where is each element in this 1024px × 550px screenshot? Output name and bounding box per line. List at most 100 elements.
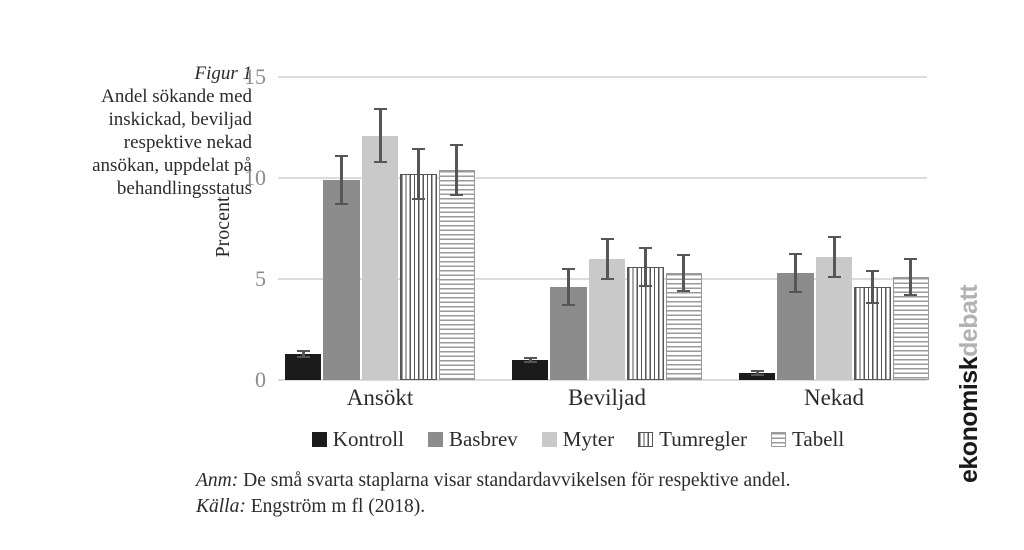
- errorbar-cap-top-myter-nekad: [827, 235, 841, 238]
- errorbar-tabell-nekad: [909, 258, 913, 296]
- bar-cell-myter-beviljad: [588, 77, 626, 380]
- ytick-label-5: 5: [255, 266, 266, 291]
- errorbar-cap-top-basbrev-ans-kt: [335, 154, 349, 157]
- brand-ekonomisk: ekonomisk: [955, 356, 983, 483]
- errorbar-cap-top-tumregler-beviljad: [638, 246, 652, 249]
- brand-debatt: debatt: [955, 284, 983, 357]
- errorbar-kontroll-nekad: [755, 370, 759, 375]
- legend-label-basbrev: Basbrev: [448, 427, 518, 451]
- journal-brand: ekonomiskdebatt: [955, 285, 984, 483]
- errorbar-cap-bottom-basbrev-nekad: [789, 291, 803, 294]
- caption-line: ansökan, uppdelat på: [92, 155, 252, 176]
- bar-cell-tabell-beviljad: [665, 77, 703, 380]
- legend-swatch-tabell: [771, 432, 787, 447]
- errorbar-basbrev-ans-kt: [340, 155, 344, 205]
- gridline-y0: [278, 379, 927, 381]
- errorbar-tabell-ans-kt: [455, 144, 459, 196]
- bar-tabell-ans-kt: [438, 169, 476, 380]
- errorbar-cap-top-kontroll-ans-kt: [296, 349, 310, 352]
- errorbar-cap-bottom-myter-beviljad: [600, 278, 614, 280]
- errorbar-cap-top-basbrev-beviljad: [562, 267, 576, 270]
- errorbar-kontroll-ans-kt: [301, 350, 305, 357]
- bar-cell-tumregler-ans-kt: [400, 77, 437, 380]
- bar-cell-tabell-ans-kt: [438, 77, 476, 380]
- legend-label-myter: Myter: [562, 427, 615, 451]
- errorbar-myter-nekad: [832, 236, 836, 277]
- legend-item-tabell: Tabell: [771, 427, 844, 452]
- bar-cell-basbrev-beviljad: [550, 77, 587, 380]
- ytick-label-0: 0: [255, 367, 266, 392]
- bar-kontroll-nekad: [739, 372, 776, 380]
- xtick-label-ans-kt: Ansökt: [346, 385, 414, 410]
- legend-item-myter: Myter: [541, 427, 615, 452]
- figure-notes: Anm: De små svarta staplarna visar stand…: [196, 468, 791, 520]
- errorbar-cap-bottom-basbrev-ans-kt: [335, 203, 349, 206]
- errorbar-cap-bottom-basbrev-beviljad: [562, 304, 576, 307]
- legend-label-tumregler: Tumregler: [659, 427, 748, 451]
- xtick-label-nekad: Nekad: [803, 385, 865, 410]
- errorbar-basbrev-beviljad: [567, 268, 571, 306]
- errorbar-cap-top-myter-ans-kt: [373, 108, 387, 111]
- chart-legend: Kontroll Basbrev Myter Tumregler Tabell: [278, 427, 878, 452]
- figure-label: Figur 1: [194, 63, 252, 84]
- legend-swatch-basbrev: [427, 432, 443, 447]
- errorbar-tabell-beviljad: [682, 254, 686, 292]
- caption-line: inskickad, beviljad: [108, 109, 252, 130]
- caption-line: Andel sökande med: [101, 86, 252, 107]
- errorbar-cap-bottom-tabell-ans-kt: [450, 194, 464, 197]
- anm-label: Anm:: [196, 470, 239, 491]
- legend-label-tabell: Tabell: [792, 427, 845, 451]
- bar-tumregler-ans-kt: [400, 173, 437, 380]
- legend-label-kontroll: Kontroll: [332, 427, 404, 451]
- errorbar-cap-top-tumregler-nekad: [865, 269, 879, 272]
- errorbar-cap-bottom-myter-nekad: [827, 275, 841, 278]
- bar-cell-basbrev-ans-kt: [323, 77, 360, 380]
- bar-cell-tumregler-beviljad: [627, 77, 664, 380]
- bar-kontroll-beviljad: [512, 359, 549, 380]
- note-kalla: Källa: Engström m fl (2018).: [196, 494, 791, 520]
- bar-tabell-beviljad: [665, 272, 703, 380]
- bar-cell-tabell-nekad: [892, 77, 930, 380]
- y-axis-label: Procent: [212, 196, 234, 258]
- bar-group-ans-kt: [285, 77, 476, 380]
- bar-chart-plot-area: [278, 76, 930, 381]
- bar-cell-myter-nekad: [815, 77, 853, 380]
- gridline-y15: [278, 76, 927, 78]
- errorbar-tumregler-beviljad: [643, 247, 647, 287]
- errorbar-myter-ans-kt: [378, 109, 382, 162]
- errorbar-cap-bottom-kontroll-nekad: [750, 373, 764, 376]
- legend-item-basbrev: Basbrev: [427, 427, 518, 452]
- errorbar-basbrev-nekad: [794, 253, 798, 293]
- errorbar-cap-top-tabell-nekad: [904, 257, 918, 260]
- legend-swatch-tumregler: [638, 432, 654, 447]
- errorbar-cap-bottom-tumregler-beviljad: [638, 285, 652, 288]
- kalla-label: Källa:: [196, 496, 246, 517]
- errorbar-cap-bottom-kontroll-ans-kt: [296, 355, 310, 358]
- legend-swatch-myter: [541, 432, 557, 447]
- bar-cell-kontroll-ans-kt: [285, 77, 322, 380]
- bar-kontroll-ans-kt: [285, 353, 322, 380]
- legend-swatch-kontroll: [311, 432, 327, 447]
- errorbar-cap-bottom-tabell-beviljad: [677, 290, 691, 293]
- figure-caption: Figur 1 Andel sökande med inskickad, bev…: [12, 62, 252, 200]
- note-anm: Anm: De små svarta staplarna visar stand…: [196, 468, 791, 494]
- errorbar-cap-bottom-tabell-nekad: [904, 294, 918, 297]
- kalla-text: Engström m fl (2018).: [250, 496, 426, 517]
- errorbar-cap-top-kontroll-nekad: [750, 369, 764, 372]
- errorbar-cap-bottom-tumregler-ans-kt: [411, 198, 425, 201]
- legend-item-kontroll: Kontroll: [311, 427, 404, 452]
- errorbar-cap-bottom-tumregler-nekad: [865, 302, 879, 305]
- bar-group-beviljad: [512, 77, 703, 380]
- anm-text: De små svarta staplarna visar standardav…: [243, 470, 791, 491]
- legend-item-tumregler: Tumregler: [638, 427, 747, 452]
- xtick-label-beviljad: Beviljad: [568, 385, 646, 410]
- bar-cell-myter-ans-kt: [361, 77, 399, 380]
- bar-cell-basbrev-nekad: [777, 77, 814, 380]
- errorbar-kontroll-beviljad: [528, 357, 532, 362]
- errorbar-cap-top-myter-beviljad: [600, 237, 614, 240]
- ytick-label-15: 15: [244, 64, 266, 89]
- errorbar-myter-beviljad: [605, 238, 609, 279]
- bar-myter-ans-kt: [361, 135, 399, 380]
- bar-cell-tumregler-nekad: [854, 77, 891, 380]
